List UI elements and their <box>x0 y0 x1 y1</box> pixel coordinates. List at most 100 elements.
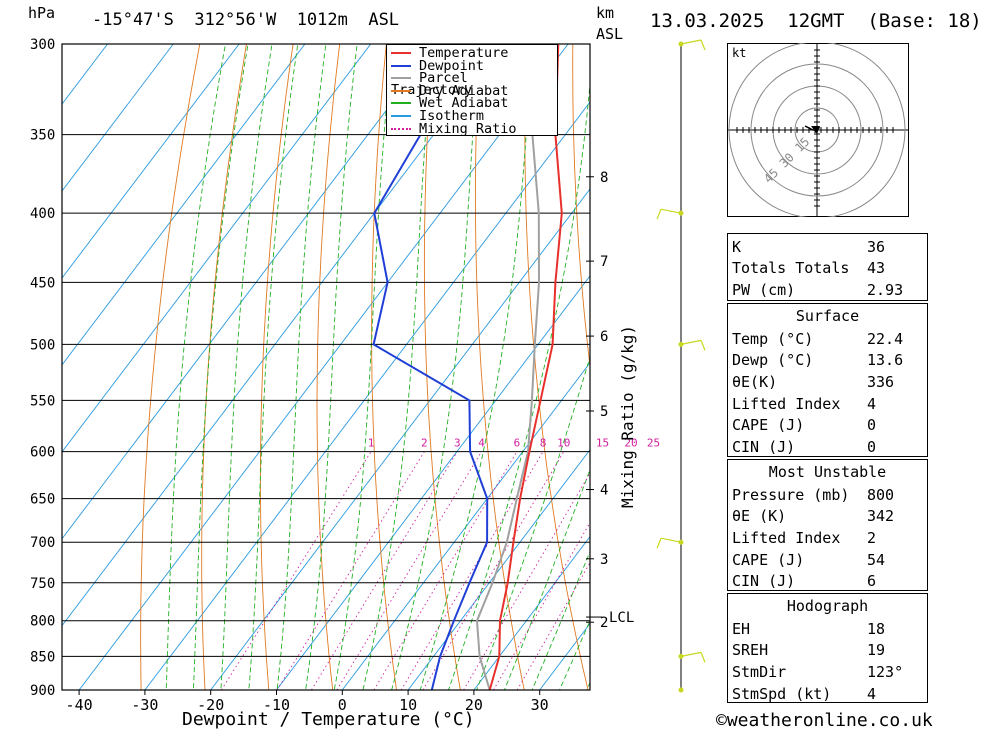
pressure-tick-label: 350 <box>30 128 55 144</box>
wet-adiabat-line <box>305 44 358 690</box>
wind-barb-flag <box>656 208 662 220</box>
lcl-label: LCL <box>609 610 634 626</box>
isotherm-line <box>62 44 437 540</box>
mixing-ratio-line <box>422 451 565 690</box>
legend-item: Mixing Ratio <box>391 122 557 135</box>
dry-adiabat-line <box>524 44 589 690</box>
index-value: 123° <box>867 662 904 681</box>
index-label: Lifted Index <box>732 528 841 547</box>
wind-barb-flag <box>700 340 706 351</box>
wind-barb-shaft <box>660 537 682 543</box>
legend-swatch <box>391 102 411 105</box>
dry-adiabat-line <box>371 44 397 690</box>
mixing-ratio-label: 4 <box>478 437 485 450</box>
mixing-ratio-label: 25 <box>647 437 660 450</box>
index-value: 800 <box>867 485 895 504</box>
legend-swatch <box>391 64 411 67</box>
index-value: 0 <box>867 416 877 435</box>
wet-adiabat-line <box>362 44 433 690</box>
km-tick-label: 8 <box>600 170 608 186</box>
pressure-tick-label: 750 <box>30 576 55 592</box>
wet-adiabat-line <box>276 44 327 690</box>
x-tick-label: -10 <box>263 696 290 714</box>
legend-label: Dewpoint <box>419 57 485 74</box>
index-label: CAPE (J) <box>732 550 805 569</box>
pressure-tick-label: 550 <box>30 393 55 409</box>
index-value: 13.6 <box>867 351 904 370</box>
index-row: StmDir 123° <box>728 661 927 683</box>
legend-swatch <box>391 77 411 80</box>
index-row: θE(K) 336 <box>728 371 927 393</box>
index-row: Pressure (mb) 800 <box>728 484 927 506</box>
dry-adiabat-line <box>943 24 1000 690</box>
wet-adiabat-line <box>165 44 226 690</box>
legend: Temperature Dewpoint Parcel Trajectory Dry … <box>386 44 558 136</box>
datetime-title: 13.03.2025 12GMT (Base: 18) <box>650 10 982 32</box>
hodograph-ring <box>750 63 884 197</box>
wind-barb-shaft <box>680 339 702 345</box>
index-row: SREH 19 <box>728 640 927 662</box>
km-tick-label: 5 <box>600 404 608 420</box>
pressure-tick-label: 850 <box>30 649 55 665</box>
hodograph-values-table: EH 18 SREH 19 StmDir 123° StmSpd (kt) 4 <box>728 618 927 704</box>
mixing-ratio-label: 2 <box>421 437 428 450</box>
hodograph-unit-label: kt <box>732 46 746 60</box>
pressure-tick-label: 450 <box>30 275 55 291</box>
index-label: SREH <box>732 641 769 660</box>
dry-adiabat-line <box>423 44 461 690</box>
index-label: Temp (°C) <box>732 329 814 348</box>
index-row: StmSpd (kt) 4 <box>728 683 927 705</box>
storm-motion-marker <box>811 126 820 134</box>
index-label: PW (cm) <box>732 280 796 299</box>
legend-swatch <box>391 52 411 54</box>
index-value: 342 <box>867 507 895 526</box>
location-title: -15°47'S 312°56'W 1012m ASL <box>92 10 400 30</box>
pressure-tick-label: 800 <box>30 614 55 630</box>
dry-adiabat-line <box>259 44 294 690</box>
mixing-ratio-line <box>463 472 590 690</box>
mixing-ratio-line <box>516 561 590 690</box>
index-row: CIN (J) 6 <box>728 570 927 592</box>
index-row: Totals Totals 43 <box>728 258 927 280</box>
mixing-ratio-label: 1 <box>368 437 375 450</box>
wet-adiabat-line <box>559 619 590 690</box>
temperature-line <box>488 44 563 690</box>
legend-label: Temperature <box>419 45 509 61</box>
hodograph-table-box: Hodograph EH 18 SREH 19 StmDir 123° StmSpd (kt… <box>727 593 928 703</box>
most-unstable-box: Most Unstable Pressure (mb) 800 θE (K) 342 L… <box>727 459 928 591</box>
dry-adiabat-line <box>201 44 247 690</box>
index-row: K 36 <box>728 236 927 258</box>
index-value: 19 <box>867 641 886 660</box>
index-value: 4 <box>867 684 877 703</box>
legend-swatch <box>391 127 411 130</box>
copyright-link[interactable]: ©weatheronline.co.uk <box>716 710 933 731</box>
index-value: 36 <box>867 237 886 256</box>
mixing-ratio-line <box>220 451 372 690</box>
mixing-ratio-line <box>311 451 458 690</box>
index-value: 54 <box>867 550 886 569</box>
index-value: 4 <box>867 394 877 413</box>
pressure-tick-label: 700 <box>30 535 55 551</box>
index-label: θE (K) <box>732 507 787 526</box>
pressure-tick-label: 600 <box>30 445 55 461</box>
indices-box: K 36 Totals Totals 43 PW (cm) 2.93 <box>727 233 928 301</box>
legend-label: Parcel Trajectory <box>391 70 473 99</box>
parcel-trajectory-line <box>475 44 541 690</box>
index-value: 336 <box>867 372 895 391</box>
mixing-ratio-axis-title: Mixing Ratio (g/kg) <box>618 324 637 508</box>
legend-item: Dewpoint <box>391 57 557 74</box>
index-value: 2 <box>867 528 877 547</box>
isotherm-line <box>144 101 590 690</box>
mixing-ratio-line <box>493 521 590 690</box>
index-label: EH <box>732 619 751 638</box>
x-tick-label: 20 <box>465 696 483 714</box>
x-tick-label: 30 <box>531 696 549 714</box>
hodograph-table-title: Hodograph <box>786 597 869 615</box>
index-value: 22.4 <box>867 329 904 348</box>
x-tick-label: 10 <box>399 696 417 714</box>
wet-adiabat-line <box>220 44 273 690</box>
index-label: StmDir <box>732 662 787 681</box>
index-value: 18 <box>867 619 886 638</box>
x-tick-label: -20 <box>197 696 224 714</box>
x-tick-label: -30 <box>131 696 158 714</box>
